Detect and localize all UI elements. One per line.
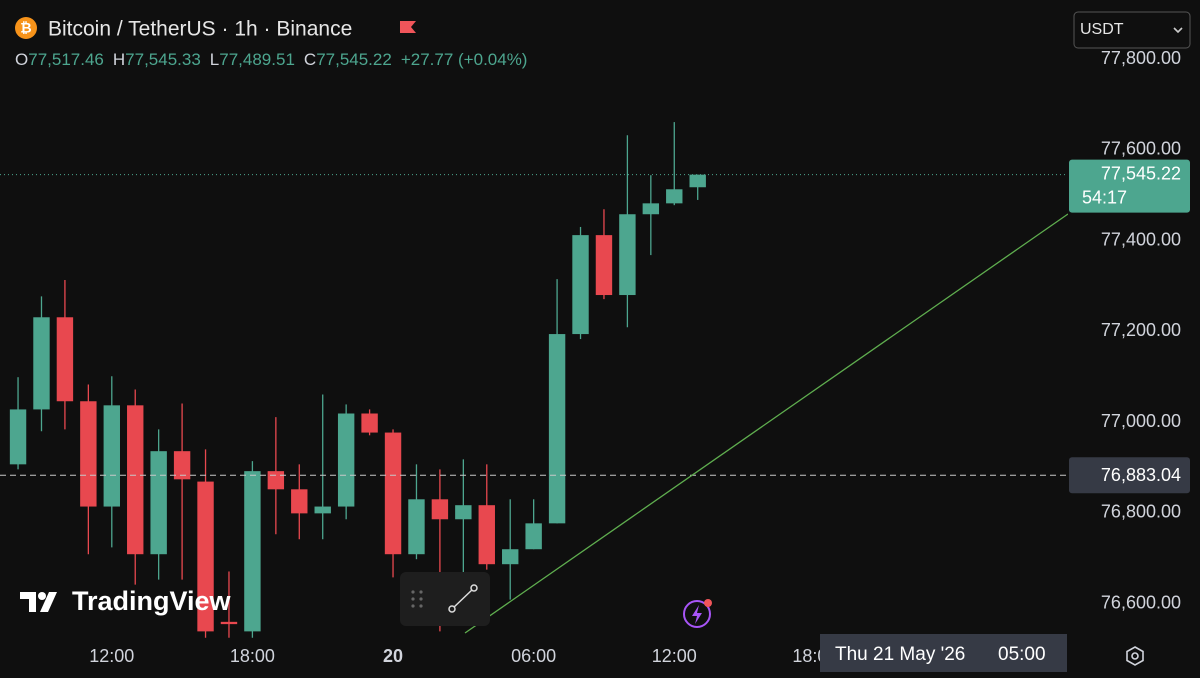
ohlc-value: 77,545.33 xyxy=(125,50,201,69)
y-tick-label: 77,800.00 xyxy=(1101,48,1181,68)
ohlc-value: 77,517.46 xyxy=(28,50,104,69)
candle-body xyxy=(502,549,519,565)
candle-body xyxy=(619,214,636,296)
drawing-toolbar xyxy=(400,572,490,626)
ohlc-change: +27.77 (+0.04%) xyxy=(401,50,528,69)
x-tick-label: 06:00 xyxy=(511,646,556,666)
currency-select-label: USDT xyxy=(1080,21,1124,38)
candle-body xyxy=(127,405,144,555)
y-tick-label: 76,600.00 xyxy=(1101,592,1181,612)
ohlc-line: O77,517.46 H77,545.33 L77,489.51 C77,545.22… xyxy=(15,50,527,69)
candle-body xyxy=(291,489,308,514)
candle-body xyxy=(337,413,355,507)
y-tick-label: 77,600.00 xyxy=(1101,139,1181,159)
crosshair-time: 05:00 xyxy=(998,644,1046,665)
price-tag xyxy=(1069,159,1190,213)
x-tick-label: 12:00 xyxy=(652,646,697,666)
candle-body xyxy=(361,413,378,433)
x-tick-label: 12:00 xyxy=(89,646,134,666)
settings-icon-center xyxy=(1131,652,1139,660)
candle-body xyxy=(80,401,97,507)
candle-body xyxy=(431,499,449,520)
ohlc-key: L xyxy=(210,50,219,69)
candle-body xyxy=(56,317,74,402)
ohlc-key: O xyxy=(15,50,28,69)
candle-body xyxy=(267,471,285,490)
y-tick-label: 77,200.00 xyxy=(1101,320,1181,340)
plot-area xyxy=(0,122,1068,638)
coin-icon-glyph: ₿ xyxy=(20,20,31,36)
y-tick-label: 77,400.00 xyxy=(1101,229,1181,249)
x-tick-label: 18:00 xyxy=(230,646,275,666)
candle-body xyxy=(9,409,27,465)
candle-body xyxy=(173,451,191,480)
symbol-title: Bitcoin / TetherUS · 1h · Binance xyxy=(48,18,352,41)
price-tag-label: 76,883.04 xyxy=(1101,465,1181,485)
crosshair-date-box xyxy=(820,634,1067,672)
drag-handle[interactable] xyxy=(411,590,423,608)
candle-body xyxy=(33,317,50,410)
ohlc-key: C xyxy=(304,50,316,69)
ohlc-value: 77,489.51 xyxy=(219,50,295,69)
candle-body xyxy=(384,432,402,555)
candle-body xyxy=(408,499,425,555)
alert-icon[interactable] xyxy=(683,599,712,628)
x-tick-label: 20 xyxy=(383,646,403,666)
candle-body xyxy=(314,506,331,514)
candle-body xyxy=(197,481,214,632)
candle-body xyxy=(572,235,589,335)
logo: TradingView xyxy=(20,586,232,616)
flag-icon[interactable] xyxy=(400,21,416,33)
price-tag-label: 77,545.22 xyxy=(1101,163,1181,183)
candle-body xyxy=(595,235,613,296)
candle-body xyxy=(455,505,472,520)
logo-mark xyxy=(38,592,46,600)
ohlc-value: 77,545.22 xyxy=(316,50,392,69)
candle-body xyxy=(666,189,683,204)
candle-body xyxy=(244,471,261,632)
candle-body xyxy=(548,334,566,524)
price-countdown: 54:17 xyxy=(1082,187,1127,207)
candle-body xyxy=(689,174,706,188)
trend-line xyxy=(464,213,1068,634)
candle-body xyxy=(478,505,495,565)
y-tick-label: 77,000.00 xyxy=(1101,411,1181,431)
price-axis: 76,600.00 76,800.00 77,000.00 77,200.00 77,4… xyxy=(1069,48,1190,612)
currency-select[interactable] xyxy=(1073,11,1191,49)
candle-body xyxy=(642,203,660,215)
logo-mark xyxy=(40,592,57,612)
ohlc-key: H xyxy=(113,50,125,69)
dropdown-arrow xyxy=(1173,27,1183,34)
logo-mark xyxy=(20,592,36,612)
crosshair-date: Thu 21 May '26 xyxy=(835,644,965,665)
settings-icon[interactable] xyxy=(1126,646,1144,666)
candle-body xyxy=(525,523,542,550)
coin-icon xyxy=(15,17,37,39)
y-tick-label: 76,800.00 xyxy=(1101,502,1181,522)
trend-line-tool[interactable] xyxy=(448,584,478,613)
candle-body xyxy=(220,621,238,625)
price-tag xyxy=(1069,457,1190,494)
candle-body xyxy=(150,451,167,555)
logo-text: TradingView xyxy=(72,586,232,616)
candle-body xyxy=(103,405,120,507)
